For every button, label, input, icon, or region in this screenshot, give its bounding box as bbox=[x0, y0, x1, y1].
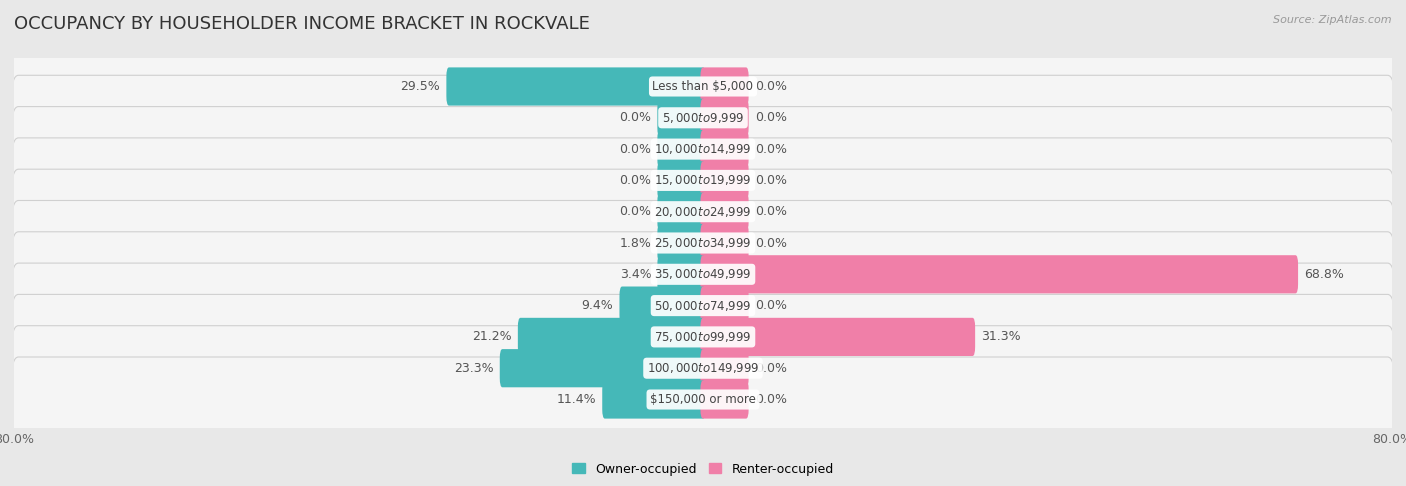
Text: $35,000 to $49,999: $35,000 to $49,999 bbox=[654, 267, 752, 281]
FancyBboxPatch shape bbox=[700, 130, 748, 168]
FancyBboxPatch shape bbox=[700, 318, 976, 356]
Text: OCCUPANCY BY HOUSEHOLDER INCOME BRACKET IN ROCKVALE: OCCUPANCY BY HOUSEHOLDER INCOME BRACKET … bbox=[14, 15, 591, 33]
FancyBboxPatch shape bbox=[11, 263, 1395, 348]
Text: $100,000 to $149,999: $100,000 to $149,999 bbox=[647, 361, 759, 375]
Text: 0.0%: 0.0% bbox=[755, 299, 787, 312]
Text: $75,000 to $99,999: $75,000 to $99,999 bbox=[654, 330, 752, 344]
Text: $15,000 to $19,999: $15,000 to $19,999 bbox=[654, 174, 752, 188]
FancyBboxPatch shape bbox=[11, 75, 1395, 160]
FancyBboxPatch shape bbox=[499, 349, 706, 387]
Text: $150,000 or more: $150,000 or more bbox=[650, 393, 756, 406]
Text: 11.4%: 11.4% bbox=[557, 393, 596, 406]
FancyBboxPatch shape bbox=[700, 255, 1298, 294]
Text: 0.0%: 0.0% bbox=[755, 174, 787, 187]
Text: Less than $5,000: Less than $5,000 bbox=[652, 80, 754, 93]
FancyBboxPatch shape bbox=[11, 169, 1395, 254]
Text: 68.8%: 68.8% bbox=[1305, 268, 1344, 281]
Text: 29.5%: 29.5% bbox=[401, 80, 440, 93]
Text: $20,000 to $24,999: $20,000 to $24,999 bbox=[654, 205, 752, 219]
FancyBboxPatch shape bbox=[602, 381, 706, 418]
Text: 0.0%: 0.0% bbox=[755, 205, 787, 218]
Text: Source: ZipAtlas.com: Source: ZipAtlas.com bbox=[1274, 15, 1392, 25]
FancyBboxPatch shape bbox=[700, 161, 748, 199]
FancyBboxPatch shape bbox=[11, 295, 1395, 380]
Text: 23.3%: 23.3% bbox=[454, 362, 494, 375]
FancyBboxPatch shape bbox=[11, 106, 1395, 191]
Text: 21.2%: 21.2% bbox=[472, 330, 512, 344]
Text: 1.8%: 1.8% bbox=[620, 237, 651, 249]
FancyBboxPatch shape bbox=[700, 349, 748, 387]
Text: $5,000 to $9,999: $5,000 to $9,999 bbox=[662, 111, 744, 125]
FancyBboxPatch shape bbox=[11, 357, 1395, 442]
Text: 0.0%: 0.0% bbox=[755, 142, 787, 156]
FancyBboxPatch shape bbox=[11, 326, 1395, 411]
FancyBboxPatch shape bbox=[11, 44, 1395, 129]
FancyBboxPatch shape bbox=[700, 224, 748, 262]
FancyBboxPatch shape bbox=[517, 318, 706, 356]
Text: 0.0%: 0.0% bbox=[619, 205, 651, 218]
FancyBboxPatch shape bbox=[11, 232, 1395, 317]
Text: $50,000 to $74,999: $50,000 to $74,999 bbox=[654, 298, 752, 312]
Text: $25,000 to $34,999: $25,000 to $34,999 bbox=[654, 236, 752, 250]
FancyBboxPatch shape bbox=[11, 201, 1395, 285]
Text: 0.0%: 0.0% bbox=[755, 362, 787, 375]
FancyBboxPatch shape bbox=[700, 287, 748, 325]
FancyBboxPatch shape bbox=[700, 99, 748, 137]
FancyBboxPatch shape bbox=[658, 224, 706, 262]
Text: 0.0%: 0.0% bbox=[755, 80, 787, 93]
FancyBboxPatch shape bbox=[658, 99, 706, 137]
FancyBboxPatch shape bbox=[700, 192, 748, 231]
FancyBboxPatch shape bbox=[700, 68, 748, 105]
Text: 0.0%: 0.0% bbox=[755, 237, 787, 249]
Text: 0.0%: 0.0% bbox=[755, 393, 787, 406]
FancyBboxPatch shape bbox=[658, 192, 706, 231]
FancyBboxPatch shape bbox=[658, 255, 706, 294]
Text: 0.0%: 0.0% bbox=[755, 111, 787, 124]
Text: 9.4%: 9.4% bbox=[582, 299, 613, 312]
Text: 0.0%: 0.0% bbox=[619, 111, 651, 124]
FancyBboxPatch shape bbox=[620, 287, 706, 325]
FancyBboxPatch shape bbox=[658, 130, 706, 168]
Text: 3.4%: 3.4% bbox=[620, 268, 651, 281]
FancyBboxPatch shape bbox=[446, 68, 706, 105]
Legend: Owner-occupied, Renter-occupied: Owner-occupied, Renter-occupied bbox=[568, 457, 838, 481]
Text: 0.0%: 0.0% bbox=[619, 142, 651, 156]
FancyBboxPatch shape bbox=[11, 138, 1395, 223]
Text: 31.3%: 31.3% bbox=[981, 330, 1021, 344]
Text: 0.0%: 0.0% bbox=[619, 174, 651, 187]
Text: $10,000 to $14,999: $10,000 to $14,999 bbox=[654, 142, 752, 156]
FancyBboxPatch shape bbox=[700, 381, 748, 418]
FancyBboxPatch shape bbox=[658, 161, 706, 199]
